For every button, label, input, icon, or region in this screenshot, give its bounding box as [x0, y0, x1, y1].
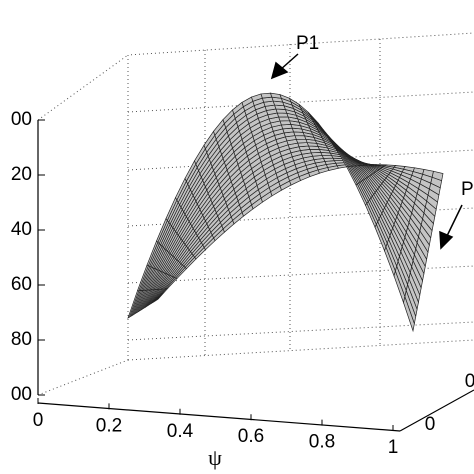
y-tick-label: 0	[425, 414, 436, 435]
arrows	[270, 53, 463, 250]
axes	[37, 120, 474, 432]
y-tick-label: 0	[465, 371, 474, 392]
surface-cell	[278, 116, 291, 122]
x-tick-label: 0	[33, 410, 44, 431]
annotation: P1	[296, 33, 319, 54]
z-tick-label: 80	[11, 329, 32, 350]
z-tick-label: 40	[11, 219, 32, 240]
surface-cell	[309, 149, 322, 154]
surface-cell	[295, 138, 308, 144]
x-tick-label: 0.8	[309, 432, 335, 453]
x-tick-label: 0.2	[96, 415, 122, 436]
z-tick-label: 20	[11, 164, 32, 185]
surface-cell	[403, 295, 415, 333]
annotation: P	[461, 179, 474, 200]
x-tick-label: 0.6	[238, 426, 264, 447]
z-tick-label: 00	[11, 109, 32, 130]
surface-cell	[294, 135, 307, 140]
z-tick-label: 00	[11, 384, 32, 405]
x-tick-label: 1	[388, 437, 399, 458]
surface-cell	[276, 112, 289, 118]
surface-cell	[279, 120, 292, 126]
x-axis-label: ψ	[208, 445, 222, 470]
surface-cell	[260, 92, 273, 99]
surface	[127, 92, 444, 333]
z-tick-label: 60	[11, 274, 32, 295]
x-tick-label: 0.4	[167, 421, 194, 442]
